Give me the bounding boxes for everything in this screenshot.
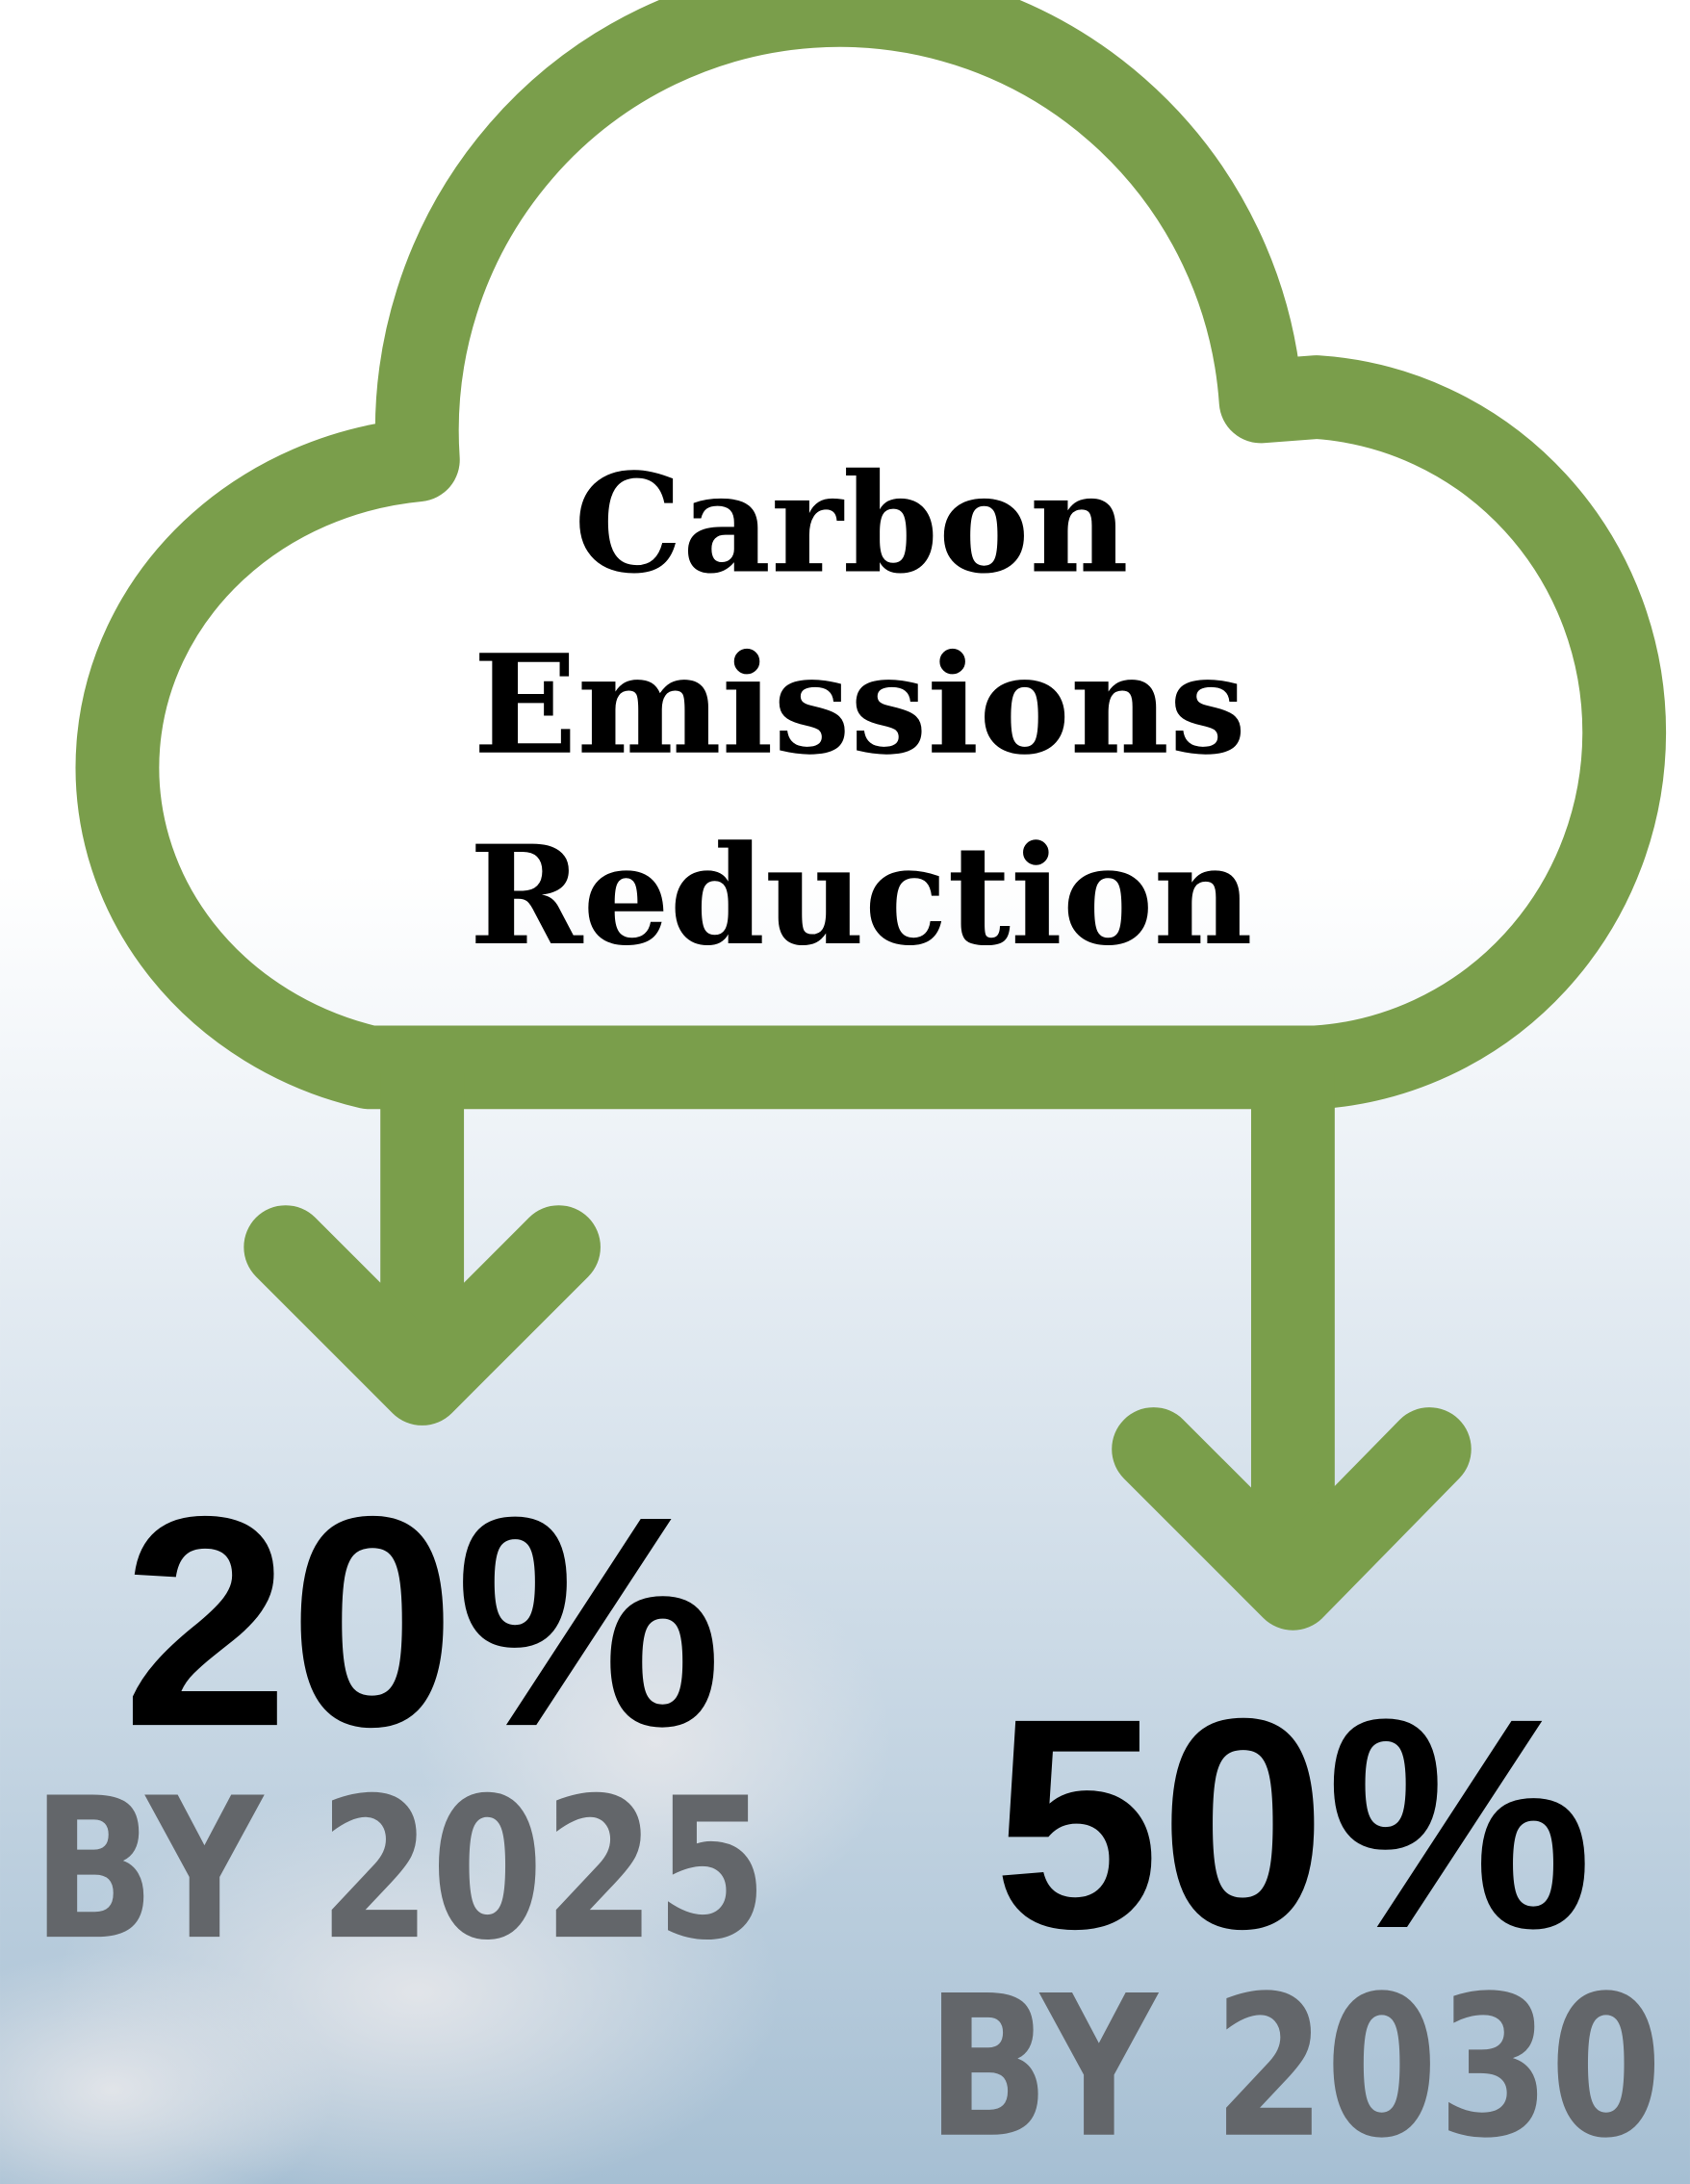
target-label: BY 2030	[927, 1954, 1662, 2181]
target-value: 50%	[993, 1656, 1593, 1991]
infographic: Carbon Emissions Reduction 20% BY 2025 5…	[0, 0, 1690, 2184]
title-line: Emissions	[474, 626, 1246, 785]
title-line: Reduction	[470, 816, 1253, 976]
target-value: 20%	[122, 1453, 722, 1788]
target-label: BY 2025	[32, 1756, 767, 1983]
page: {"title": {"lines": ["Carbon", "Emission…	[0, 0, 1690, 2184]
title-line: Carbon	[574, 445, 1129, 604]
